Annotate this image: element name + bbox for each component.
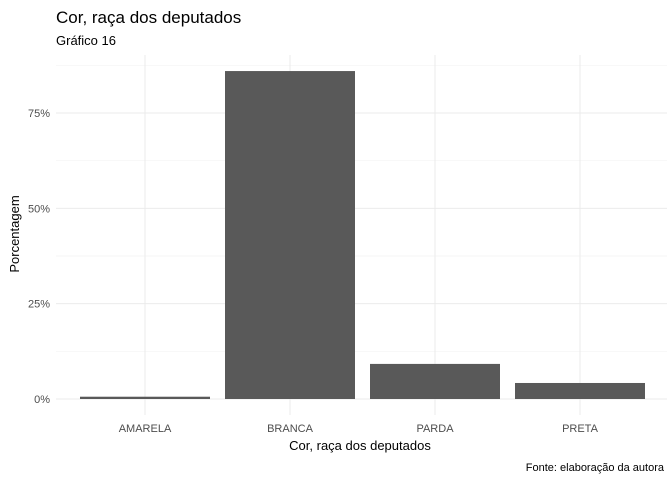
y-tick-label: 75%: [28, 108, 50, 120]
x-tick-label: BRANCA: [267, 423, 314, 435]
chart-caption: Fonte: elaboração da autora: [526, 462, 665, 474]
bar-branca: [225, 71, 355, 399]
x-axis-title: Cor, raça dos deputados: [289, 438, 431, 453]
y-tick-label: 0%: [34, 394, 50, 406]
x-tick-label: PRETA: [562, 423, 599, 435]
bar-amarela: [80, 396, 210, 399]
y-axis-title: Porcentagem: [7, 195, 22, 272]
bars: [80, 71, 645, 399]
bar-parda: [370, 363, 500, 399]
y-tick-labels: 0% 25% 50% 75%: [28, 108, 50, 406]
x-tick-label: AMARELA: [119, 423, 172, 435]
gridlines: [56, 55, 667, 415]
chart-subtitle: Gráfico 16: [56, 33, 116, 48]
chart-title: Cor, raça dos deputados: [56, 8, 241, 27]
x-tick-label: PARDA: [416, 423, 454, 435]
x-tick-labels: AMARELA BRANCA PARDA PRETA: [119, 423, 599, 435]
bar-preta: [515, 382, 645, 399]
y-tick-label: 50%: [28, 203, 50, 215]
y-tick-label: 25%: [28, 299, 50, 311]
